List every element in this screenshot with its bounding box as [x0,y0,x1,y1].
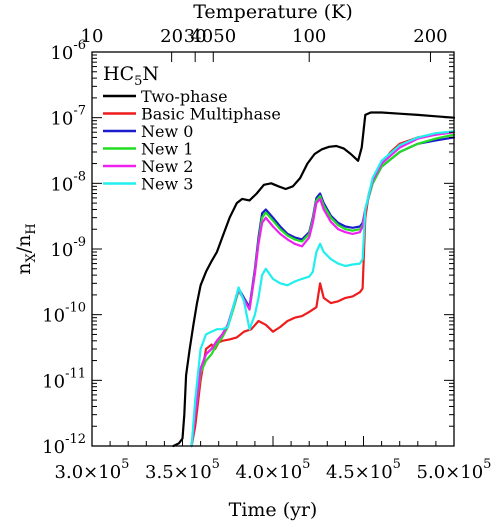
legend-label: Basic Multiphase [141,105,281,124]
legend-label: New 2 [141,157,193,176]
x-tick-label-exponent: 5 [302,457,310,472]
x-tick-label: 3.0×105 [55,457,130,483]
species-label-base: HC [103,63,134,85]
y-tick-label-base: 10 [50,43,73,64]
y-tick-label-base: 10 [42,306,65,327]
x-tick-label-mantissa: 3.5×10 [145,462,212,483]
legend-label: New 1 [141,140,193,159]
y-tick-label-base: 10 [42,437,65,458]
y-tick-label-exponent: -8 [73,169,86,184]
x-tick-label: 3.5×105 [145,457,220,483]
y-tick-label-base: 10 [50,109,73,130]
legend-label: New 3 [141,175,193,194]
series-line-6 [190,130,456,448]
y-axis-label-base: n [13,263,35,275]
legend-label: New 0 [141,122,193,141]
species-label-tail: N [142,63,159,85]
species-label-sub: 5 [134,74,142,89]
top-tick-label: 200 [413,26,447,47]
y-tick-label: 10-10 [42,301,86,327]
top-tick-label: 20 [160,26,183,47]
y-tick-label-exponent: -9 [73,235,86,250]
y-tick-label-base: 10 [50,174,73,195]
x-tick-label: 4.0×105 [236,457,311,483]
top-tick-label: 100 [292,26,326,47]
top-axis-label: Temperature (K) [193,1,353,23]
top-tick-label: 4050 [190,26,236,47]
y-tick-label-exponent: -6 [73,38,86,53]
y-tick-label: 10-7 [50,104,86,130]
plot-frame [92,52,454,446]
x-tick-label-exponent: 5 [483,457,491,472]
x-tick-label-exponent: 5 [212,457,220,472]
y-tick-label: 10-12 [42,432,86,458]
x-axis-label: Time (yr) [229,499,318,521]
y-axis-label-mid: /n [13,235,35,254]
y-tick-label: 10-11 [42,366,86,392]
x-tick-label: 4.5×105 [326,457,401,483]
y-tick-label-exponent: -7 [73,104,86,119]
species-label: HC5N [103,63,159,89]
top-tick-label: 30 [184,26,207,47]
x-tick-label-mantissa: 5.0×10 [417,462,484,483]
y-tick-label-base: 10 [42,371,65,392]
legend-label: Two-phase [141,87,228,106]
y-tick-label: 10-8 [50,169,86,195]
top-tick-label: 10 [81,26,104,47]
y-tick-label: 10-6 [50,38,86,64]
y-tick-label-exponent: -12 [65,432,86,447]
y-tick-label-base: 10 [50,240,73,261]
series-line-1 [172,111,456,448]
series-layer [172,111,456,448]
y-axis-label-sub1: X [24,253,39,263]
x-tick-label-mantissa: 3.0×10 [55,462,122,483]
x-tick-label-mantissa: 4.0×10 [236,462,303,483]
x-tick-label-mantissa: 4.5×10 [326,462,393,483]
y-axis-label: nX/nH [13,223,39,275]
y-tick-label: 10-9 [50,235,86,261]
x-tick-label-exponent: 5 [121,457,129,472]
y-tick-label-exponent: -11 [65,366,86,381]
x-tick-label-exponent: 5 [393,457,401,472]
axes-layer [91,51,455,447]
y-axis-label-sub2: H [24,223,39,234]
y-tick-label-exponent: -10 [65,301,86,316]
plot-background [92,52,454,446]
x-tick-label: 5.0×105 [417,457,491,483]
